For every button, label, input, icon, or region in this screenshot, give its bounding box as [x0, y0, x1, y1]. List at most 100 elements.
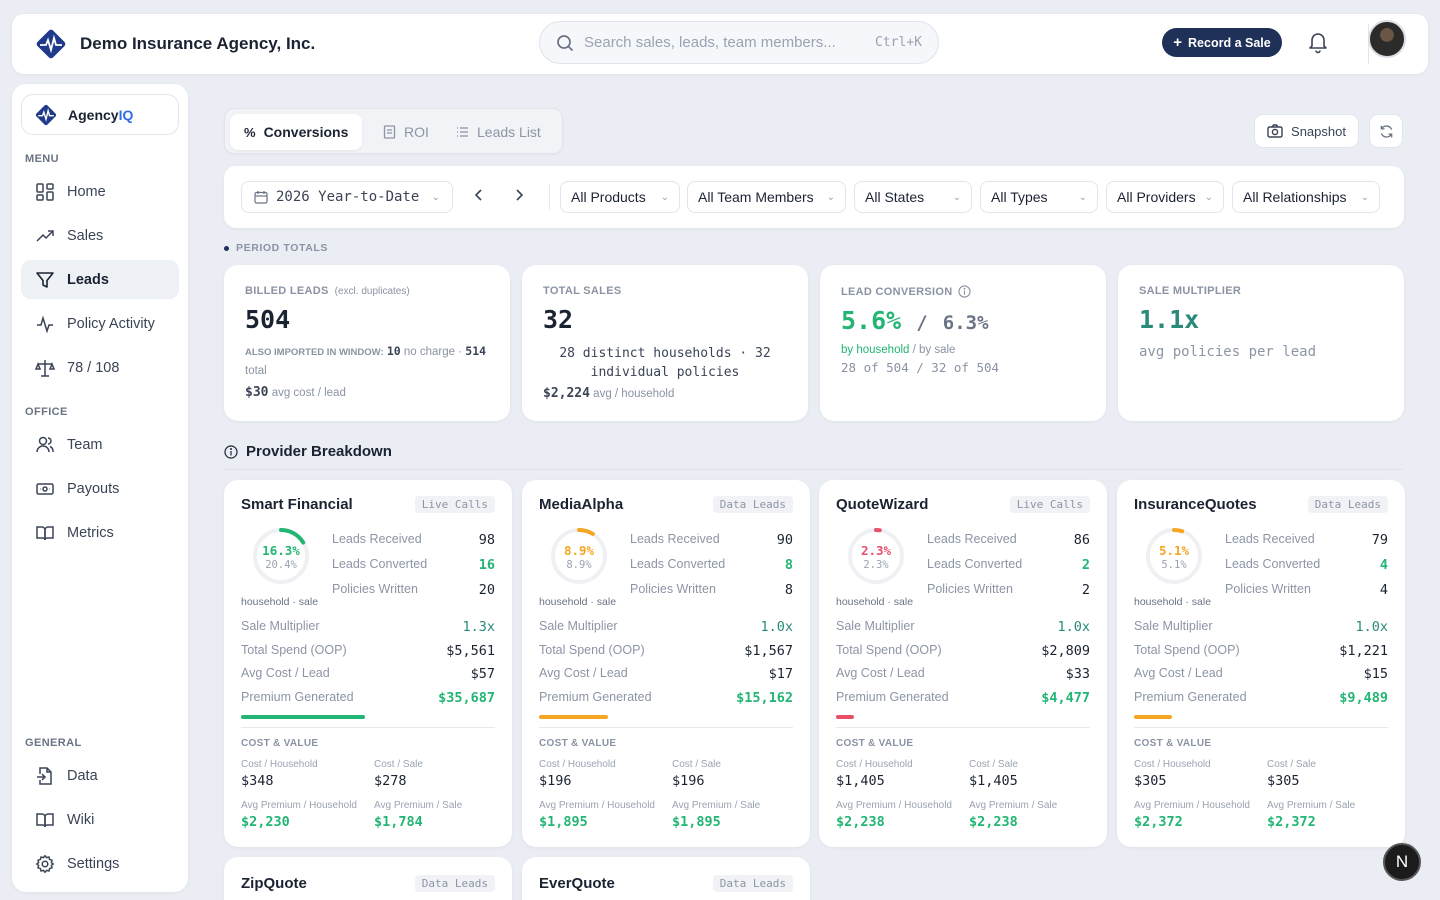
ring-caption: household · sale	[1134, 596, 1212, 608]
sidebar-item-settings[interactable]: Settings	[21, 844, 179, 883]
avg-premium-household-label: Avg Premium / Household	[1134, 800, 1250, 811]
cost-sale-value: $196	[672, 773, 705, 789]
premium-generated-row: Premium Generated $4,477	[836, 690, 1090, 706]
users-icon	[36, 436, 54, 452]
type-filter[interactable]: All Types ⌄	[980, 181, 1098, 213]
leads-received-row: Leads Received 79	[1225, 532, 1388, 548]
tab-label: Conversions	[263, 124, 349, 140]
kpi-avg: $2,224 avg / household	[543, 386, 675, 401]
provider-card[interactable]: ZipQuote Data Leads	[224, 857, 512, 900]
search-placeholder: Search sales, leads, team members...	[584, 34, 836, 51]
section-divider	[224, 469, 1404, 470]
cost-household-label: Cost / Household	[539, 759, 616, 770]
next-period-button[interactable]	[514, 188, 524, 207]
provider-type-badge: Data Leads	[712, 875, 793, 892]
period-value: 2026 Year-to-Date	[276, 189, 420, 205]
office-section-label: OFFICE	[25, 406, 68, 418]
provider-card[interactable]: EverQuote Data Leads	[522, 857, 810, 900]
kpi-detail: avg policies per lead	[1139, 344, 1317, 360]
sidebar-item-metrics[interactable]: Metrics	[21, 513, 179, 552]
state-filter[interactable]: All States ⌄	[854, 181, 972, 213]
notifications-bell-icon[interactable]	[1307, 30, 1329, 59]
search-icon	[557, 34, 574, 51]
team-member-filter[interactable]: All Team Members ⌄	[687, 181, 846, 213]
cost-household-label: Cost / Household	[1134, 759, 1211, 770]
sidebar-item-payouts[interactable]: Payouts	[21, 469, 179, 508]
sidebar-item-label: Home	[67, 183, 106, 200]
top-bar: Demo Insurance Agency, Inc. Search sales…	[12, 14, 1428, 74]
tab-leads-list[interactable]: Leads List	[456, 114, 541, 150]
sidebar-item-data[interactable]: Data	[21, 756, 179, 795]
avg-premium-sale-label: Avg Premium / Sale	[1267, 800, 1356, 811]
general-section-label: GENERAL	[25, 737, 82, 749]
sidebar-item-sales[interactable]: Sales	[21, 216, 179, 255]
tab-roi[interactable]: ROI	[383, 114, 429, 150]
conversion-ring	[848, 528, 904, 584]
sidebar-item-wiki[interactable]: Wiki	[21, 800, 179, 839]
sidebar-item-leads[interactable]: Leads	[21, 260, 179, 299]
avg-premium-household-label: Avg Premium / Household	[241, 800, 357, 811]
sidebar-item-policy-activity[interactable]: Policy Activity	[21, 304, 179, 343]
provider-name: MediaAlpha	[539, 496, 624, 513]
sidebar-item-home[interactable]: Home	[21, 172, 179, 211]
kpi-value: 1.1x	[1139, 305, 1200, 334]
provider-name: InsuranceQuotes	[1134, 496, 1257, 513]
chevron-left-icon	[474, 189, 482, 201]
provider-filter[interactable]: All Providers ⌄	[1106, 181, 1224, 213]
kpi-label: SALE MULTIPLIER	[1139, 285, 1242, 297]
premium-bar	[241, 715, 495, 719]
percent-icon: %	[244, 124, 256, 140]
ring-caption: household · sale	[539, 596, 617, 608]
filter-bar: 2026 Year-to-Date ⌄ All Products ⌄ All Te…	[224, 166, 1404, 228]
provider-card[interactable]: MediaAlpha Data Leads 8.9% 8.9% househol…	[522, 480, 810, 847]
chevron-down-icon: ⌄	[952, 191, 961, 203]
snapshot-button[interactable]: Snapshot	[1254, 114, 1359, 148]
conversion-ring	[253, 528, 309, 584]
premium-bar	[836, 715, 1090, 719]
policies-written-row: Policies Written 4	[1225, 582, 1388, 598]
avg-premium-sale-label: Avg Premium / Sale	[969, 800, 1058, 811]
sidebar-item-team[interactable]: Team	[21, 425, 179, 464]
provider-card[interactable]: InsuranceQuotes Data Leads 5.1% 5.1% hou…	[1117, 480, 1405, 847]
total-sales-card: TOTAL SALES 32 28 distinct households · …	[522, 265, 808, 421]
refresh-button[interactable]	[1369, 114, 1403, 148]
period-select[interactable]: 2026 Year-to-Date ⌄	[241, 181, 453, 213]
record-sale-button[interactable]: + Record a Sale	[1162, 28, 1282, 57]
brand[interactable]: Demo Insurance Agency, Inc.	[34, 27, 315, 61]
tab-conversions[interactable]: % Conversions	[230, 114, 363, 150]
product-filter[interactable]: All Products ⌄	[560, 181, 680, 213]
previous-period-button[interactable]	[474, 188, 484, 207]
relationship-filter[interactable]: All Relationships ⌄	[1232, 181, 1380, 213]
record-sale-label: Record a Sale	[1188, 35, 1271, 50]
kpi-value: 32	[543, 305, 574, 334]
sale-multiplier-row: Sale Multiplier 1.0x	[1134, 619, 1388, 635]
policies-written-row: Policies Written 8	[630, 582, 793, 598]
user-avatar[interactable]	[1368, 20, 1406, 58]
info-icon[interactable]	[958, 285, 972, 298]
sidebar-item-label: Settings	[67, 855, 120, 872]
cost-value-title: COST & VALUE	[836, 738, 914, 749]
avg-cost-row: Avg Cost / Lead $33	[836, 666, 1090, 682]
avg-premium-household-value: $2,238	[836, 814, 885, 830]
cost-sale-value: $1,405	[969, 773, 1018, 789]
avg-premium-household-label: Avg Premium / Household	[836, 800, 952, 811]
provider-card[interactable]: QuoteWizard Live Calls 2.3% 2.3% househo…	[819, 480, 1107, 847]
sidebar-item-ratio[interactable]: 78 / 108	[21, 348, 179, 387]
avg-cost-row: Avg Cost / Lead $17	[539, 666, 793, 682]
avg-premium-sale-label: Avg Premium / Sale	[672, 800, 761, 811]
tab-label: Leads List	[477, 124, 541, 140]
total-spend-row: Total Spend (OOP) $1,567	[539, 643, 793, 659]
search-shortcut: Ctrl+K	[875, 35, 922, 50]
cost-household-value: $196	[539, 773, 572, 789]
kpi-label: BILLED LEADS (excl. duplicates)	[245, 285, 410, 297]
sidebar-brand[interactable]: AgencyIQ	[21, 94, 179, 135]
provider-card[interactable]: Smart Financial Live Calls 16.3% 20.4% h…	[224, 480, 512, 847]
sidebar-brand-name: AgencyIQ	[68, 106, 134, 123]
sidebar-item-label: Policy Activity	[67, 315, 155, 332]
avg-premium-household-value: $2,372	[1134, 814, 1183, 830]
assistant-fab-button[interactable]: N	[1383, 843, 1421, 881]
leads-converted-row: Leads Converted 16	[332, 557, 495, 573]
chevron-right-icon	[516, 189, 524, 201]
search-input[interactable]: Search sales, leads, team members... Ctr…	[539, 21, 939, 64]
premium-bar	[539, 715, 793, 719]
